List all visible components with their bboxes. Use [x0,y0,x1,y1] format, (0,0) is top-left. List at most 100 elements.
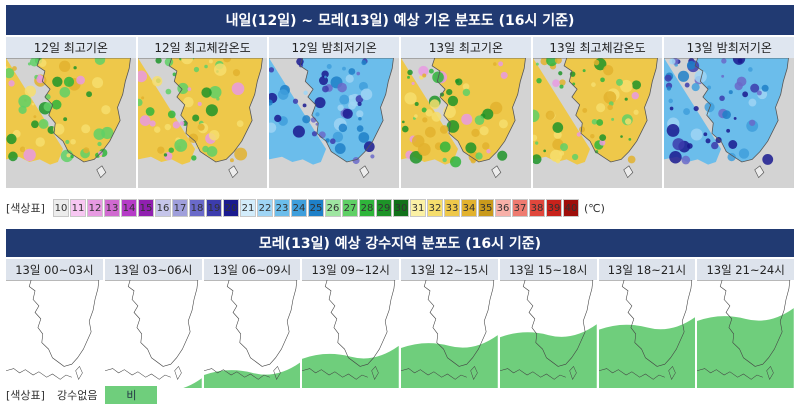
temperature-patch [571,153,578,161]
temperature-patch [76,75,85,85]
temperature-patch [137,98,143,107]
temperature-patch [65,139,70,145]
coastline [401,280,495,367]
rain-map-svg [499,280,597,388]
temperature-patch [594,150,598,154]
temperature-patch [63,117,68,122]
temperature-patch [6,133,17,145]
temperature-patch [715,136,723,144]
rainfall-legend: [색상표] 강수없음 비 [6,386,158,404]
temperature-patch [38,119,49,129]
temperature-patch [401,120,405,124]
coastline [269,58,395,163]
legend-swatch: 32 [426,199,443,217]
temperature-patch [742,91,749,98]
temperature-patch [728,140,738,149]
temperature-patch [446,120,460,133]
temperature-patch [761,84,770,92]
temperature-patch [172,72,176,77]
temperature-patch [439,125,449,134]
coastline [499,280,593,367]
temperature-patch [615,78,623,86]
temperature-patch [325,138,331,143]
temperature-patch [590,82,596,87]
coastline [598,280,692,367]
rain-map [6,280,103,388]
coastline [137,58,263,163]
rain-area [104,378,202,388]
rain-area [598,316,696,388]
island [174,365,182,380]
legend-swatch: 16 [154,199,171,217]
temperature-patch [727,152,737,162]
coastline [6,58,131,163]
temperature-patch [197,123,205,131]
island [491,165,502,179]
legend-swatch: 15 [137,199,154,217]
temperature-patch [750,83,760,93]
legend-swatch: 30 [392,199,409,217]
legend-swatch: 39 [545,199,562,217]
legend-swatch: 31 [409,199,426,217]
rain-area [499,324,597,388]
temperature-patch [357,125,364,132]
temperature-patch [188,133,198,144]
temperature-patch [97,141,102,147]
coastline [697,280,791,367]
legend-title: [색상표] [6,202,45,215]
temperature-patch [206,146,218,157]
temperature-patch [193,66,199,73]
legend-swatch: 36 [494,199,511,217]
legend-swatch: 24 [290,199,307,217]
temperature-patch [324,75,328,79]
temperature-patch [31,120,39,129]
island [75,365,83,380]
temperature-patch [748,67,754,72]
legend-no-rain-label: 강수없음 [56,389,98,402]
south-coast [697,368,764,380]
temperature-patch [748,98,757,107]
temperature-patch [52,76,63,87]
temperature-patch [582,108,587,113]
temperature-patch [669,58,676,65]
map-background [6,280,103,388]
legend-swatch: 10 [52,199,69,217]
temp-map-svg [269,58,400,188]
rain-panel: 13일 12~15시 [401,259,498,388]
coastline [401,58,526,163]
south-coast [302,368,369,380]
temperature-patch [672,138,685,151]
temperature-patch [321,137,325,142]
coastline [104,280,198,367]
temperature-patch [338,123,348,133]
rain-area [401,335,498,388]
temperature-patch [471,128,480,138]
temperature-patch [739,148,750,159]
temperature-patch [628,137,631,141]
temperature-patch [370,154,375,159]
temperature-patch [163,153,167,157]
rain-panel: 13일 15~18시 [499,259,597,388]
rain-map [598,280,696,388]
temperature-patch [179,121,185,126]
temperature-patch [599,77,605,83]
temperature-patch [489,101,503,115]
temperature-patch [164,123,171,131]
island [228,165,238,179]
temperature-patch [407,75,410,79]
island [470,365,478,380]
temperature-patch [726,128,731,133]
temperature-patch [734,116,737,120]
south-coast [598,368,665,380]
temperature-patch [140,96,144,100]
legend-swatch: 40 [562,199,579,217]
temperature-patch [361,60,367,66]
temperature-patch [685,82,690,88]
island [754,165,765,179]
temperature-patch [475,152,483,160]
temperature-patch [182,96,194,108]
temperature-patch [232,69,240,77]
legend-swatch: 33 [443,199,460,217]
temp-panel-label: 13일 최고체감온도 [532,37,663,58]
temperature-patch [165,88,171,95]
